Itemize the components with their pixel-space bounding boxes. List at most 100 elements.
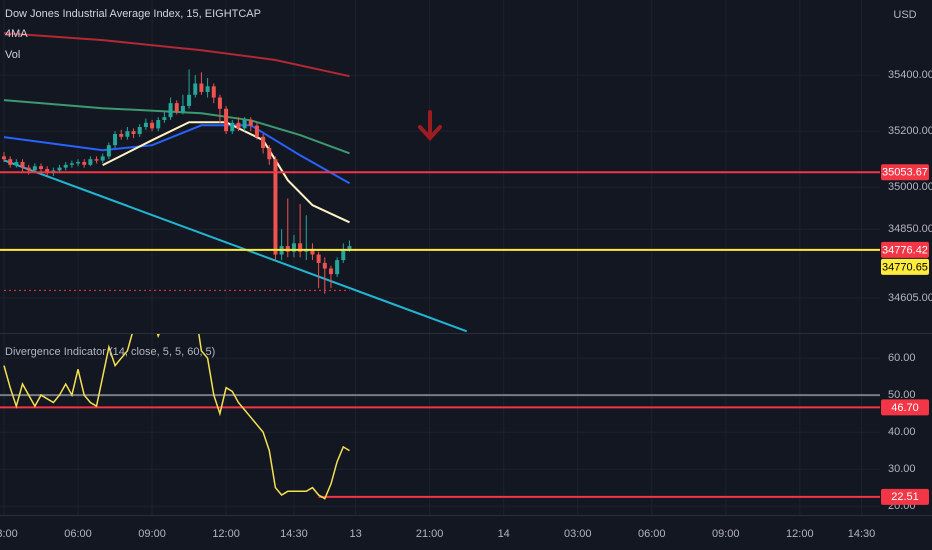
y-tick-label: 35400.00 [888,69,932,81]
candle-body [45,169,50,174]
candle-body [82,162,87,165]
candle-body [328,268,333,275]
trend-line [3,159,468,333]
candle-body [236,122,241,129]
x-tick-label: 14:30 [848,528,876,540]
candle-body [298,243,303,252]
indicator-line [3,334,350,500]
candle-body [211,86,216,98]
candle-body [57,167,62,171]
x-tick-label: 14:30 [280,528,308,540]
level-label-box [881,258,929,275]
level-label-box [881,164,929,181]
candle-body [94,159,99,161]
candle-body [341,248,346,261]
y-tick-label: 35000.00 [888,181,932,193]
candle-body [106,145,111,157]
candle-body [100,156,105,161]
candle-body [162,117,167,120]
candle-body [20,162,25,168]
level-label-box [881,399,929,416]
candle-body [205,86,210,92]
candle-body [150,122,155,129]
candle-body [322,262,327,269]
candle-body [125,131,130,137]
down-arrow-annotation [418,110,442,141]
candle-body [174,103,179,112]
candle-body [180,105,185,112]
level-label-box [881,488,929,505]
candle-body [69,163,74,165]
x-tick-label: 06:00 [64,528,92,540]
candle-body [193,83,198,95]
x-tick-label: 21:00 [416,528,444,540]
candle-body [199,83,204,92]
x-tick-label: 03:00 [564,528,592,540]
level-label: 34776.42 [882,244,928,256]
candle-body [285,246,290,252]
candle-body [113,133,118,146]
symbol-title: Dow Jones Industrial Average Index, 15, … [5,8,261,20]
level-label-box [881,241,929,258]
candle-body [267,148,272,160]
level-label: 46.70 [891,402,919,414]
moving-average [3,124,350,185]
x-tick-label: 12:00 [212,528,240,540]
y-tick-label: 34850.00 [888,223,932,235]
x-tick-label: 06:00 [638,528,666,540]
y-tick-label: 30.00 [888,463,916,475]
volume-legend: Vol [5,49,20,61]
candle-body [310,248,315,255]
candle-body [248,119,253,126]
candle-body [26,167,31,171]
candle-body [156,119,161,129]
level-label: 22.51 [891,491,919,503]
moving-average [3,32,350,78]
candle-body [143,122,148,127]
candle-body [14,162,19,165]
y-tick-label: 34605.00 [888,292,932,304]
candle-body [335,260,340,275]
y-tick-label: 50.00 [888,389,916,401]
candle-body [131,131,136,134]
candle-body [230,122,235,132]
candle-body [168,103,173,118]
candle-body [273,159,278,255]
moving-average [102,121,350,224]
candle-body [291,243,296,252]
candle-body [254,125,259,137]
x-tick-label: 09:00 [138,528,166,540]
x-tick-label: 09:00 [712,528,740,540]
candle-body [2,156,7,160]
level-label: 35053.67 [882,167,928,179]
currency: USD [893,9,916,21]
level-label: 34770.65 [882,261,928,273]
candle-body [347,246,352,249]
candle-body [316,254,321,263]
y-tick-label: 60.00 [888,352,916,364]
candle-body [261,136,266,148]
candle-body [119,133,124,137]
grid [0,0,880,515]
candle-body [32,166,37,171]
candle-body [187,94,192,106]
candle-body [217,97,222,109]
price-pane [0,32,880,333]
indicator-title: Divergence Indicator (14, close, 5, 5, 6… [5,346,215,358]
x-tick-label: 13 [350,528,362,540]
candle-body [88,159,93,165]
candle-body [63,164,68,168]
x-tick-label: 03:00 [0,528,18,540]
candle-body [137,126,142,134]
ma-legend: 4MA [5,28,28,40]
labels: 03:00 06:00 09:00 12:00 14:30 13 21:00 14 03:00 0… [0,69,932,540]
candle-body [242,119,247,129]
y-tick-label: 35200.00 [888,125,932,137]
x-tick-label: 12:00 [786,528,814,540]
candle-body [8,159,13,165]
y-tick-label: 40.00 [888,426,916,438]
indicator-pane [0,334,880,500]
